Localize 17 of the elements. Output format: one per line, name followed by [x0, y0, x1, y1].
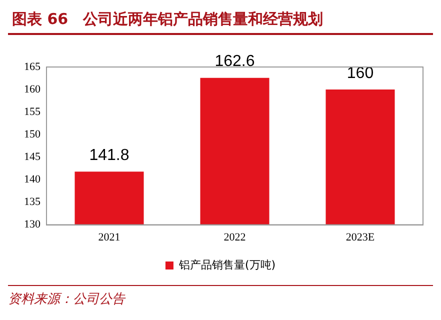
y-tick-label: 150	[24, 128, 41, 141]
legend-label: 铝产品销售量(万吨)	[178, 258, 276, 272]
x-tick-label: 2023E	[346, 231, 375, 244]
x-tick-label: 2022	[224, 231, 246, 244]
chart-title: 图表 66 公司近两年铝产品销售量和经营规划	[8, 8, 433, 35]
y-tick-label: 140	[24, 174, 41, 186]
data-label: 160	[346, 64, 374, 82]
text: 资料来源：公司公告	[8, 291, 127, 308]
y-tick-label: 145	[24, 151, 41, 164]
data-label: 141.8	[89, 147, 130, 164]
y-tick-label: 130	[24, 218, 41, 231]
data-label: 162.6	[214, 53, 255, 70]
y-tick-label: 165	[24, 60, 41, 73]
y-tick-label: 160	[24, 83, 41, 96]
y-tick-label: 155	[24, 106, 41, 118]
y-tick-label: 135	[24, 196, 41, 208]
x-tick-label: 2021	[98, 231, 120, 244]
